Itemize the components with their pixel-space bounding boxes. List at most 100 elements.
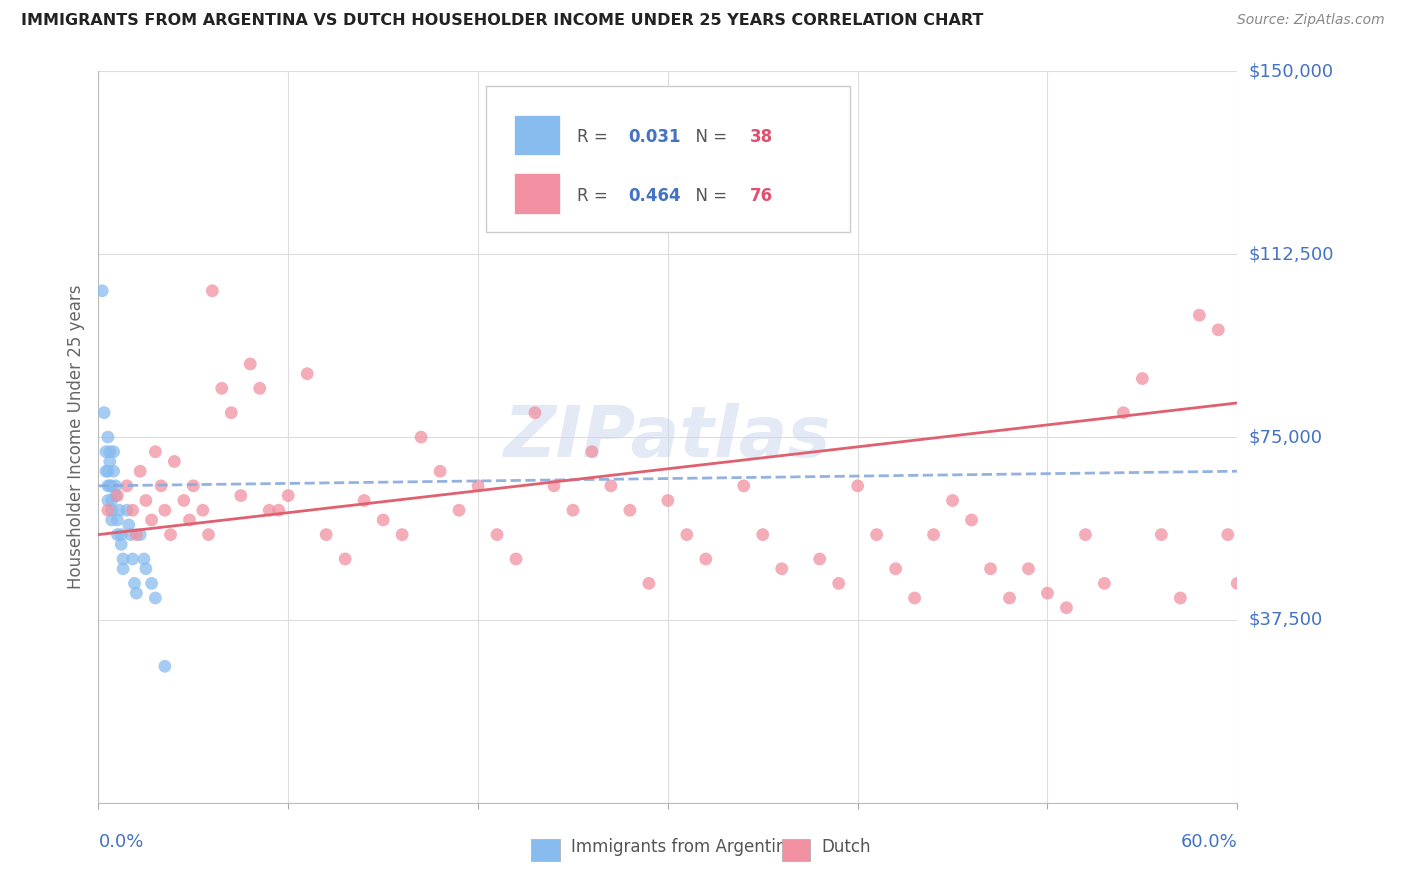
Point [121,503,143,517]
Point [1112,406,1135,420]
Text: R =: R = [576,186,613,204]
Point [1036,586,1059,600]
Point [93,406,115,420]
Point [100,479,122,493]
FancyBboxPatch shape [515,173,560,214]
Point [581,444,603,458]
Text: $75,000: $75,000 [1249,428,1323,446]
Point [118,517,141,532]
Text: $150,000: $150,000 [1249,62,1333,80]
Point [562,503,585,517]
Point [259,503,281,517]
Point [229,489,252,503]
Text: 0.0%: 0.0% [98,833,143,851]
Point [846,479,869,493]
FancyBboxPatch shape [782,839,810,862]
Point [1132,371,1154,385]
Point [960,513,983,527]
Point [676,527,699,541]
Point [1094,576,1116,591]
Point [97,493,120,508]
Point [1208,323,1230,337]
Point [115,479,138,493]
FancyBboxPatch shape [531,839,560,862]
Text: Dutch: Dutch [821,838,872,855]
Point [107,489,129,503]
Point [124,576,146,591]
Point [97,503,120,517]
Text: Source: ZipAtlas.com: Source: ZipAtlas.com [1237,13,1385,28]
Point [98,479,121,493]
Point [115,503,138,517]
Y-axis label: Householder Income Under 25 years: Householder Income Under 25 years [67,285,86,590]
Point [107,513,129,527]
Point [110,537,132,551]
Text: N =: N = [685,128,733,146]
Point [979,562,1001,576]
Point [486,527,509,541]
Text: 0.464: 0.464 [628,186,681,204]
Point [150,479,173,493]
Point [411,430,433,444]
Point [505,552,527,566]
Point [163,454,186,468]
Point [998,591,1021,605]
Point [103,444,125,458]
Point [129,464,152,478]
Point [942,493,965,508]
Point [97,464,120,478]
Point [904,591,927,605]
Point [211,381,233,395]
Point [733,479,755,493]
Point [103,464,125,478]
Point [1188,308,1211,322]
Point [922,527,945,541]
Point [1018,562,1040,576]
Point [524,406,547,420]
Point [100,503,122,517]
Point [657,493,679,508]
Point [125,586,148,600]
Point [108,503,131,517]
Point [197,527,219,541]
Text: ZIPatlas: ZIPatlas [505,402,831,472]
Text: N =: N = [685,186,733,204]
Text: R =: R = [576,128,613,146]
Point [141,513,163,527]
Point [543,479,565,493]
Point [1170,591,1192,605]
Point [129,527,152,541]
Text: 76: 76 [749,186,773,204]
Point [695,552,717,566]
Point [297,367,319,381]
Point [135,562,157,576]
Point [94,464,117,478]
Point [828,576,851,591]
FancyBboxPatch shape [485,86,851,232]
Point [132,552,155,566]
Point [135,493,157,508]
Point [98,444,121,458]
Text: 0.031: 0.031 [628,128,681,146]
Point [638,576,661,591]
Point [183,479,205,493]
Point [145,591,167,605]
Point [141,576,163,591]
Text: Immigrants from Argentina: Immigrants from Argentina [571,838,797,855]
Point [1226,576,1249,591]
Point [239,357,262,371]
Point [112,562,135,576]
Point [104,489,127,503]
Point [107,527,129,541]
Point [1216,527,1239,541]
Point [159,527,181,541]
Point [249,381,271,395]
Point [153,659,176,673]
Point [277,489,299,503]
Point [770,562,793,576]
Point [221,406,243,420]
Point [335,552,357,566]
Point [104,479,127,493]
Point [173,493,195,508]
Point [449,503,471,517]
